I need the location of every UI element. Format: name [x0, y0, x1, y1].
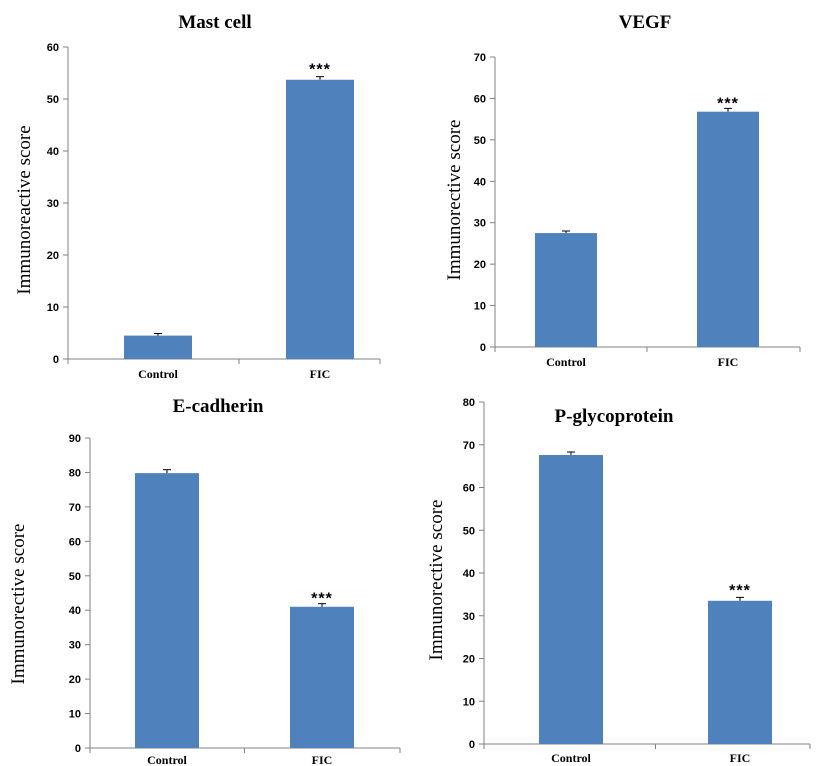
y-tick-label: 80: [463, 397, 475, 409]
y-tick-label: 70: [474, 52, 486, 64]
chart-title: VEGF: [619, 12, 672, 33]
y-tick-label: 50: [474, 135, 486, 147]
y-tick-label: 50: [463, 525, 475, 537]
y-tick-label: 20: [47, 250, 59, 262]
y-tick-label: 40: [69, 605, 81, 617]
y-tick-label: 10: [474, 301, 486, 313]
y-tick-label: 20: [463, 654, 475, 666]
chart-vegf: VEGF Immunorective score 0 10 20 30 40 50 60 70 Co…: [420, 0, 828, 390]
y-axis-label: Immunoreactive score: [14, 125, 35, 294]
y-tick-label: 30: [474, 218, 486, 230]
y-tick-label: 30: [69, 640, 81, 652]
x-tick-label: FIC: [312, 753, 333, 766]
chart-title: P-glycoprotein: [555, 406, 674, 427]
significance-marker: ***: [311, 591, 333, 608]
y-tick-label: 70: [69, 502, 81, 514]
y-tick-label: 10: [69, 709, 81, 721]
chart-svg-p-glycoprotein: P-glycoprotein Immunorective score 0 10 20 30…: [426, 397, 811, 765]
y-tick-label: 10: [463, 696, 475, 708]
y-tick-label: 40: [474, 176, 486, 188]
significance-marker: ***: [717, 95, 739, 112]
y-tick-label: 80: [69, 467, 81, 479]
y-tick-label: 20: [69, 674, 81, 686]
y-tick-label: 50: [47, 94, 59, 106]
y-tick-label: 0: [480, 342, 486, 354]
y-tick-label: 50: [69, 571, 81, 583]
y-tick-label: 40: [47, 146, 59, 158]
y-tick-label: 10: [47, 302, 59, 314]
bar-fic: [290, 606, 354, 748]
bar-control: [124, 335, 192, 359]
bar-control: [135, 473, 199, 748]
x-tick-label: Control: [138, 367, 178, 381]
y-tick-label: 70: [463, 440, 475, 452]
y-tick-label: 30: [47, 198, 59, 210]
y-tick-label: 60: [69, 536, 81, 548]
chart-mast-cell: Mast cell Immunoreactive score 0 10 20 30 40 50…: [0, 0, 420, 390]
y-tick-label: 0: [53, 354, 59, 366]
chart-p-glycoprotein: P-glycoprotein Immunorective score 0 10 20 30…: [420, 390, 828, 766]
y-tick-label: 40: [463, 568, 475, 580]
x-tick-label: FIC: [730, 751, 751, 765]
bar-fic: [697, 111, 759, 347]
y-tick-label: 0: [469, 739, 475, 751]
chart-svg-vegf: VEGF Immunorective score 0 10 20 30 40 50 60 70 Co…: [444, 12, 801, 369]
y-tick-label: 60: [463, 483, 475, 495]
y-axis-label: Immunorective score: [8, 524, 29, 685]
bar-control: [535, 233, 597, 347]
x-tick-label: Control: [546, 355, 586, 369]
y-tick-label: 0: [75, 743, 81, 755]
bar-control: [539, 455, 603, 744]
chart-svg-mast-cell: Mast cell Immunoreactive score 0 10 20 30 40 50…: [14, 12, 381, 381]
y-tick-label: 60: [47, 42, 59, 54]
x-tick-label: FIC: [310, 367, 331, 381]
y-tick-label: 90: [69, 433, 81, 445]
significance-marker: ***: [729, 582, 751, 599]
x-tick-label: Control: [147, 753, 187, 766]
y-axis-label: Immunorective score: [426, 500, 447, 661]
chart-e-cadherin: E-cadherin Immunorective score 0 10 20 30 40 50…: [0, 390, 420, 766]
x-tick-label: Control: [551, 751, 591, 765]
y-tick-label: 30: [463, 611, 475, 623]
bar-fic: [286, 79, 354, 359]
significance-marker: ***: [309, 62, 331, 79]
chart-svg-e-cadherin: E-cadherin Immunorective score 0 10 20 30 40 50…: [8, 396, 401, 766]
y-tick-label: 20: [474, 259, 486, 271]
x-tick-label: FIC: [718, 355, 739, 369]
chart-title: E-cadherin: [173, 396, 264, 417]
bar-fic: [708, 600, 772, 744]
y-tick-label: 60: [474, 93, 486, 105]
y-axis-label: Immunorective score: [444, 120, 465, 281]
chart-title: Mast cell: [178, 12, 251, 33]
